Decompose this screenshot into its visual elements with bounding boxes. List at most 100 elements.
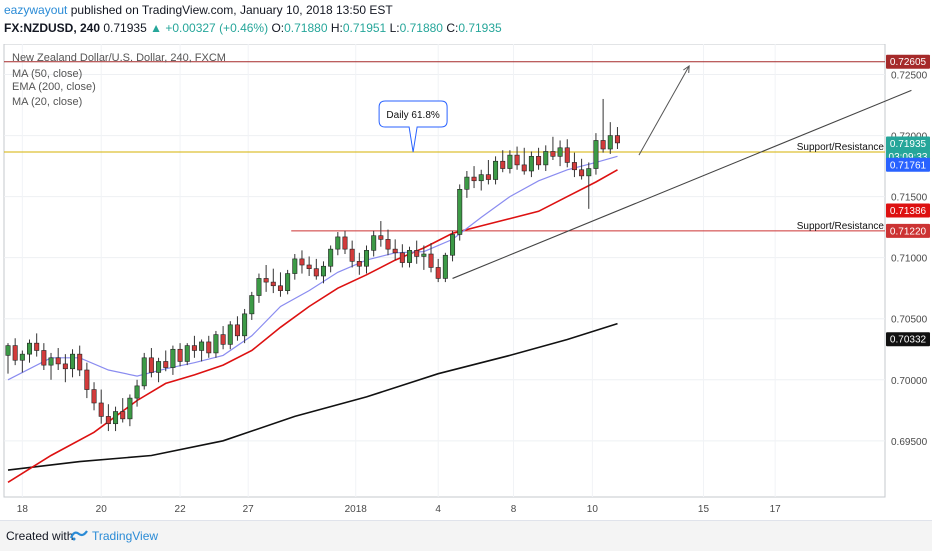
published-text: published on TradingView.com, January 10… (70, 3, 393, 17)
grid (4, 44, 885, 497)
candle-body-up (19, 353, 25, 361)
candle-body-down (614, 135, 620, 144)
candle-body-up (328, 248, 334, 267)
candle (586, 162, 592, 209)
price-label: 0.70332 (886, 332, 930, 347)
candle (593, 133, 599, 175)
candle (392, 239, 398, 261)
price-label-box (886, 203, 930, 218)
projection-arrow (638, 65, 690, 156)
price-label-box (886, 157, 930, 172)
candle (19, 350, 25, 373)
candle-body-up (134, 385, 140, 399)
candle-body-up (27, 342, 33, 355)
candle (500, 150, 506, 173)
price-axis[interactable]: 0.725000.720000.715000.710000.705000.700… (891, 71, 928, 448)
candle (614, 127, 620, 150)
legend-ema200: EMA (200, close) (12, 81, 96, 93)
candle-body-up (199, 341, 205, 351)
x-tick-label: 8 (511, 504, 517, 515)
candle-body-up (184, 345, 190, 362)
candle-body-down (177, 348, 183, 362)
candle (600, 98, 606, 153)
candle (435, 258, 441, 283)
candle (543, 145, 549, 171)
price-label-text: 0.71761 (890, 160, 927, 171)
candle (220, 326, 226, 350)
chart-header: eazywayout published on TradingView.com,… (0, 0, 932, 38)
candle (91, 382, 97, 411)
candle (84, 362, 90, 399)
candle (213, 330, 219, 358)
candle (191, 335, 197, 358)
candle-body-down (428, 253, 434, 268)
candle-body-up (5, 345, 11, 356)
candle-body-down (62, 363, 68, 370)
candle-body-down (600, 140, 606, 150)
candle-body-up (442, 254, 448, 279)
open-value: 0.71880 (284, 21, 328, 35)
candle (457, 184, 463, 241)
price-label: 0.71386 (886, 203, 930, 218)
candle (378, 221, 384, 247)
candle (48, 352, 54, 380)
candle-body-up (421, 253, 427, 257)
candle (536, 147, 542, 170)
price-chart[interactable]: Support/Resistance Support/Resistance Dai… (0, 44, 932, 520)
price-label: 0.72605 (886, 54, 930, 69)
price-label-box (886, 332, 930, 347)
candle-body-down (550, 151, 556, 157)
x-tick-label: 20 (96, 504, 108, 515)
candle (299, 250, 305, 274)
candle (313, 258, 319, 280)
candle-body-down (306, 264, 312, 269)
candle (320, 261, 326, 284)
candle-body-down (105, 416, 111, 425)
price-label: 0.71761 (886, 157, 930, 172)
y-tick-label: 0.72500 (891, 71, 928, 82)
candle (564, 139, 570, 168)
candle-body-up (363, 250, 369, 267)
candle (256, 273, 262, 303)
candle (607, 122, 613, 154)
y-tick-label: 0.69500 (891, 437, 928, 448)
candle-body-down (500, 160, 506, 169)
candle (141, 352, 147, 390)
candle-body-up (543, 151, 549, 166)
tradingview-brand[interactable]: TradingView (92, 529, 159, 543)
candle-body-down (299, 258, 305, 266)
candle (270, 268, 276, 294)
candle (399, 244, 405, 268)
candle-body-up (113, 411, 119, 425)
price-label: 0.71220 (886, 223, 930, 238)
candle-body-up (493, 160, 499, 180)
candle-body-up (528, 156, 534, 172)
candle (579, 158, 585, 180)
low-label: L: (389, 21, 400, 35)
candle (342, 230, 348, 255)
candle (127, 394, 133, 427)
x-tick-label: 15 (698, 504, 710, 515)
candle (156, 357, 162, 383)
candle (55, 348, 61, 371)
candle (306, 256, 312, 276)
candle (450, 230, 456, 262)
price-label-text: 0.71935 (890, 139, 927, 150)
candle-body-down (84, 369, 90, 390)
y-tick-label: 0.71500 (891, 193, 928, 204)
author-link[interactable]: eazywayout (4, 3, 68, 17)
ema200-line (7, 169, 618, 483)
candle-body-up (607, 135, 613, 150)
last-price: 0.71935 (103, 21, 147, 35)
up-arrow-icon: ▲ (150, 21, 162, 35)
created-with-text: Created with (6, 529, 74, 543)
candle (12, 338, 18, 366)
candle (206, 335, 212, 358)
tradingview-logo-icon[interactable] (70, 528, 88, 542)
candle-body-down (277, 285, 283, 291)
time-axis[interactable]: 18 20 22 27 2018 4 8 10 15 17 (17, 504, 781, 515)
candle (363, 245, 369, 274)
candle (5, 343, 11, 374)
candle-body-up (557, 147, 563, 157)
candle (105, 404, 111, 432)
